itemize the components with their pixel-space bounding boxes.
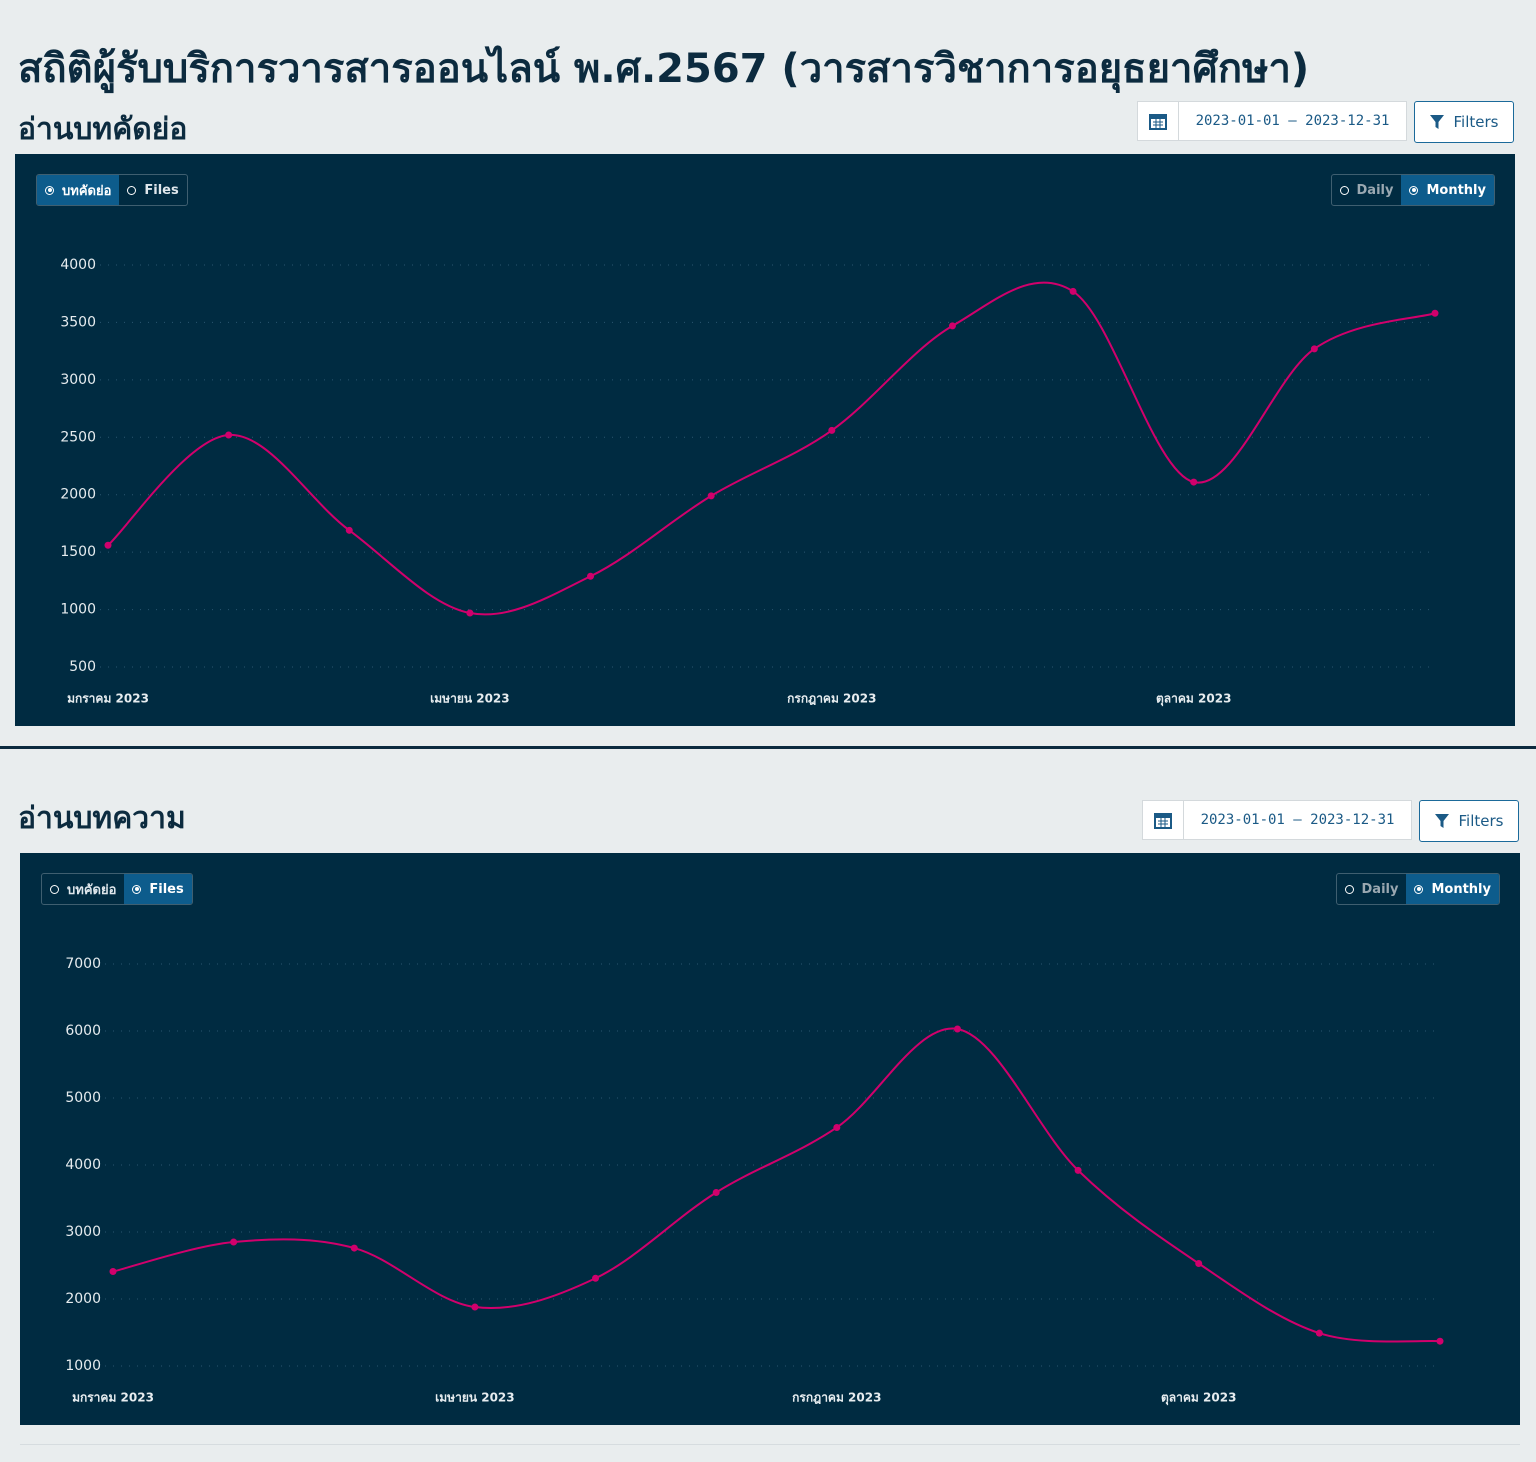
y-tick-label: 1500 <box>60 544 96 560</box>
toggle-option[interactable]: บทคัดย่อ <box>37 175 120 205</box>
toggle-label: Daily <box>1356 182 1394 198</box>
section-heading: อ่านบทคัดย่อ <box>18 112 188 147</box>
period-toggle: Daily Monthly <box>1330 174 1495 206</box>
x-tick-label: ตุลาคม 2023 <box>1156 692 1231 707</box>
y-tick-label: 2000 <box>65 1291 101 1307</box>
radio <box>1344 884 1354 894</box>
data-point <box>1431 309 1439 317</box>
section-heading: อ่านบทความ <box>18 801 186 836</box>
filters-button[interactable]: Filters <box>1414 101 1514 143</box>
y-tick-label: 4000 <box>60 257 96 273</box>
toggle-label: Files <box>149 881 184 897</box>
date-range-text: 2023-01-01 — 2023-12-31 <box>1200 812 1395 828</box>
page-title: สถิติผู้รับบริการวารสารออนไลน์ พ.ศ.2567 … <box>18 46 1310 92</box>
data-point <box>1195 1259 1203 1267</box>
y-tick-label: 6000 <box>65 1023 101 1039</box>
section-divider <box>0 746 1536 749</box>
chart-panel: 1000 2000 3000 4000 5000 6000 7000 มกราคม 2023 เ… <box>20 853 1520 1425</box>
x-tick-label: มกราคม 2023 <box>67 692 149 706</box>
calendar-icon <box>1138 102 1179 140</box>
data-point <box>1310 345 1318 353</box>
data-point <box>1190 478 1198 486</box>
toggle-option[interactable]: Monthly <box>1401 175 1494 205</box>
data-point <box>1069 287 1077 295</box>
period-toggle: Daily Monthly <box>1335 873 1500 905</box>
data-point <box>712 1188 720 1196</box>
x-tick-label: ตุลาคม 2023 <box>1161 1391 1236 1406</box>
radio <box>132 884 142 894</box>
series-line <box>107 281 1436 616</box>
data-point <box>948 322 956 330</box>
toggle-option[interactable]: Daily <box>1337 874 1407 904</box>
y-tick-label: 4000 <box>65 1157 101 1173</box>
toggle-label: Daily <box>1361 881 1399 897</box>
chart: 1000 2000 3000 4000 5000 6000 7000 มกราคม 2023 เ… <box>65 956 1444 1406</box>
data-point <box>1436 1337 1444 1345</box>
chart-panel: 500 1000 1500 2000 2500 3000 3500 4000 มกราคม 20… <box>15 154 1515 726</box>
toggle-option[interactable]: Files <box>119 175 186 205</box>
y-tick-label: 2500 <box>60 429 96 445</box>
chart: 500 1000 1500 2000 2500 3000 3500 4000 มกราคม 20… <box>60 257 1439 707</box>
y-tick-label: 2000 <box>60 487 96 503</box>
footer-rule <box>20 1444 1520 1445</box>
data-point <box>230 1238 238 1246</box>
data-point <box>466 609 474 617</box>
y-tick-label: 3000 <box>65 1224 101 1240</box>
date-range[interactable]: 2023-01-01 — 2023-12-31 <box>1137 101 1407 141</box>
x-tick-label: เมษายน 2023 <box>430 692 509 706</box>
data-point <box>225 431 233 439</box>
y-tick-label: 1000 <box>65 1358 101 1374</box>
radio <box>1409 185 1419 195</box>
toggle-label: Monthly <box>1431 881 1491 897</box>
radio <box>50 884 59 894</box>
calendar-icon <box>1143 801 1184 839</box>
data-point <box>592 1274 600 1282</box>
data-point <box>109 1268 117 1276</box>
data-point <box>104 541 112 549</box>
toggle-label: บทคัดย่อ <box>67 882 117 898</box>
data-point <box>1315 1329 1323 1337</box>
date-range-text: 2023-01-01 — 2023-12-31 <box>1195 113 1390 129</box>
radio <box>127 185 137 195</box>
x-tick-label: กรกฎาคม 2023 <box>792 1391 881 1405</box>
data-point <box>350 1244 358 1252</box>
toggle-label: บทคัดย่อ <box>62 183 112 199</box>
date-range[interactable]: 2023-01-01 — 2023-12-31 <box>1142 800 1412 840</box>
filters-label: Filters <box>1458 812 1504 830</box>
x-tick-label: มกราคม 2023 <box>72 1391 154 1405</box>
radio <box>1339 185 1349 195</box>
series-line <box>112 1027 1441 1343</box>
radio <box>1414 884 1424 894</box>
toggle-label: Monthly <box>1426 182 1486 198</box>
toggle-option[interactable]: Monthly <box>1406 874 1499 904</box>
data-point <box>953 1025 961 1033</box>
toggle-option[interactable]: Files <box>124 874 192 904</box>
y-tick-label: 3500 <box>60 314 96 330</box>
data-point <box>828 426 836 434</box>
data-point <box>345 526 353 534</box>
type-toggle: บทคัดย่อ Files <box>41 873 193 905</box>
radio <box>45 185 54 195</box>
y-tick-label: 1000 <box>60 602 96 618</box>
data-point <box>587 572 595 580</box>
data-point <box>471 1303 479 1311</box>
data-point <box>833 1123 841 1131</box>
filters-button[interactable]: Filters <box>1419 800 1519 842</box>
toggle-option[interactable]: Daily <box>1332 175 1402 205</box>
data-point <box>707 492 715 500</box>
y-tick-label: 5000 <box>65 1090 101 1106</box>
x-tick-label: เมษายน 2023 <box>435 1391 514 1405</box>
type-toggle: บทคัดย่อ Files <box>36 174 188 206</box>
filters-label: Filters <box>1453 113 1499 131</box>
toggle-label: Files <box>144 182 179 198</box>
toggle-option[interactable]: บทคัดย่อ <box>42 874 124 904</box>
y-tick-label: 500 <box>69 659 96 675</box>
y-tick-label: 7000 <box>65 956 101 972</box>
data-point <box>1074 1166 1082 1174</box>
y-tick-label: 3000 <box>60 372 96 388</box>
x-tick-label: กรกฎาคม 2023 <box>787 692 876 706</box>
